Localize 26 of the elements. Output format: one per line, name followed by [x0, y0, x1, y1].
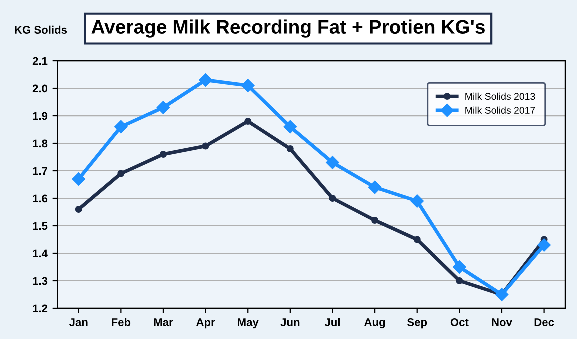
x-tick-label: Sep	[407, 318, 428, 329]
y-tick-label: 1.7	[33, 167, 48, 176]
x-tick-label: Jan	[69, 318, 88, 326]
x-tick-label: Jun	[280, 318, 300, 326]
x-tick-label: Jul	[324, 318, 340, 326]
y-tick-label: 1.5	[33, 222, 48, 230]
y-tick-label: 1.8	[33, 140, 48, 148]
y-tick-label: 1.4	[33, 250, 48, 258]
y-tick-label: 1.3	[33, 277, 48, 286]
y-tick-label: 1.6	[33, 194, 48, 203]
y-tick-label: 1.9	[33, 112, 48, 120]
y-tick-label: 2.0	[32, 84, 48, 93]
x-tick-label: May	[238, 318, 259, 329]
x-tick-label: Apr	[196, 318, 216, 329]
y-tick-label: 1.2	[33, 304, 48, 313]
chart-title: Average Milk Recording Fat + Protien KG's	[92, 20, 485, 38]
legend-label: Milk Solids 2017	[466, 106, 536, 114]
y-tick-label: 2.1	[32, 57, 48, 66]
x-tick-label: Oct	[450, 318, 469, 326]
x-tick-label: Aug	[364, 318, 386, 329]
x-tick-label: Feb	[112, 318, 131, 326]
y-axis-title: KG Solids	[15, 26, 68, 34]
x-tick-label: Mar	[154, 318, 174, 326]
x-tick-label: Dec	[534, 318, 554, 326]
x-tick-label: Nov	[492, 318, 512, 326]
legend-label: Milk Solids 2013	[466, 92, 536, 100]
